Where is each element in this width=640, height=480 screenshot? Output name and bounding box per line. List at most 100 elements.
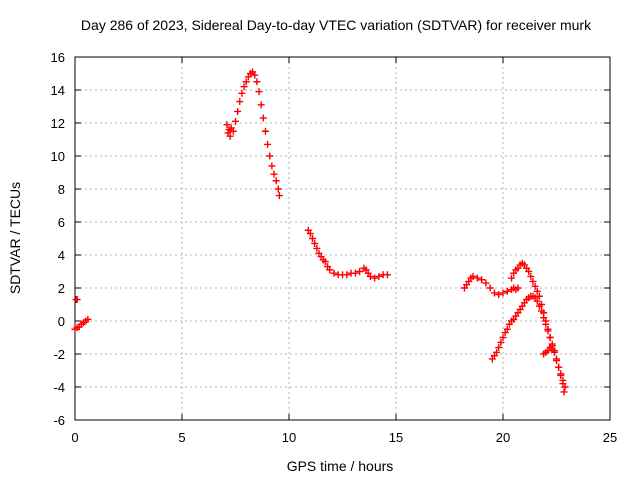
data-point xyxy=(544,327,552,335)
data-point xyxy=(257,101,265,109)
data-point xyxy=(531,282,539,290)
y-tick-label: 0 xyxy=(58,314,65,329)
data-point xyxy=(490,289,498,297)
data-point xyxy=(238,89,246,97)
data-point xyxy=(351,269,359,277)
data-point xyxy=(478,276,486,284)
data-point xyxy=(497,338,505,346)
data-point xyxy=(313,244,321,252)
data-point xyxy=(311,239,319,247)
y-tick-label: 8 xyxy=(58,182,65,197)
data-point xyxy=(499,334,507,341)
x-tick-label: 25 xyxy=(603,430,617,445)
data-point xyxy=(540,314,548,322)
data-point xyxy=(266,152,274,160)
data-point xyxy=(264,140,272,148)
data-point xyxy=(535,302,543,310)
data-points xyxy=(71,68,569,396)
x-tick-label: 0 xyxy=(71,430,78,445)
grid-lines xyxy=(75,57,610,420)
data-point xyxy=(557,370,565,378)
data-point xyxy=(270,170,278,178)
data-point xyxy=(242,78,250,86)
data-point xyxy=(366,272,374,280)
x-tick-label: 20 xyxy=(496,430,510,445)
data-point xyxy=(253,78,261,86)
data-point xyxy=(546,334,554,341)
y-tick-label: 10 xyxy=(51,149,65,164)
data-point xyxy=(495,291,503,299)
data-point xyxy=(274,185,282,193)
data-point xyxy=(232,117,239,125)
data-point xyxy=(234,107,242,115)
x-tick-label: 5 xyxy=(178,430,185,445)
data-point xyxy=(527,272,535,280)
y-tick-label: 12 xyxy=(51,116,65,131)
data-point xyxy=(499,289,507,297)
data-point xyxy=(529,277,537,285)
data-point xyxy=(343,271,351,279)
y-tick-label: -4 xyxy=(53,380,65,395)
data-point xyxy=(486,284,494,292)
y-tick-label: -6 xyxy=(53,413,65,428)
data-point xyxy=(226,132,234,140)
axis-ticks: 0 5 10 15 20 25 -6 -4 -2 0 2 4 6 8 10 12 14 16 xyxy=(51,50,618,445)
data-point xyxy=(259,114,267,122)
data-point xyxy=(251,71,259,79)
data-point xyxy=(473,274,481,282)
data-point xyxy=(514,284,522,292)
data-point xyxy=(495,343,503,351)
y-axis-label: SDTVAR / TECUs xyxy=(7,182,23,294)
y-tick-label: -2 xyxy=(53,347,65,362)
y-tick-label: 6 xyxy=(58,215,65,230)
data-point xyxy=(383,271,391,279)
data-point xyxy=(561,383,569,391)
data-point xyxy=(326,266,334,274)
data-point xyxy=(535,292,543,300)
data-point xyxy=(240,83,248,91)
data-point xyxy=(560,388,568,396)
y-tick-label: 2 xyxy=(58,281,65,296)
data-point xyxy=(559,376,567,384)
data-point xyxy=(255,88,263,96)
x-axis-label: GPS time / hours xyxy=(287,458,394,474)
plot-frame xyxy=(74,56,611,421)
data-point xyxy=(73,296,81,304)
data-point xyxy=(272,177,280,185)
data-point xyxy=(503,325,511,333)
data-point xyxy=(356,268,364,275)
data-point xyxy=(525,268,533,275)
data-point xyxy=(268,162,276,170)
x-tick-label: 10 xyxy=(282,430,296,445)
data-point xyxy=(469,272,477,280)
data-point xyxy=(508,274,516,282)
data-point xyxy=(533,287,541,295)
data-point xyxy=(503,287,511,295)
y-tick-label: 4 xyxy=(58,248,65,263)
data-point xyxy=(482,279,490,287)
data-point xyxy=(321,258,329,266)
data-point xyxy=(84,315,92,323)
y-tick-label: 16 xyxy=(51,50,65,65)
data-point xyxy=(493,348,501,356)
data-point xyxy=(533,297,541,305)
data-point xyxy=(275,192,283,200)
data-point xyxy=(371,274,379,282)
chart-title: Day 286 of 2023, Sidereal Day-to-day VTE… xyxy=(81,17,592,33)
data-point xyxy=(309,235,317,242)
data-point xyxy=(261,127,269,135)
data-point xyxy=(553,357,560,365)
data-point xyxy=(236,98,244,106)
data-point xyxy=(555,363,563,371)
data-point xyxy=(542,320,550,328)
data-point xyxy=(330,269,338,277)
data-point xyxy=(538,307,546,315)
data-point xyxy=(375,272,383,280)
data-point xyxy=(229,127,237,135)
data-point xyxy=(306,230,314,238)
data-point xyxy=(548,345,556,353)
y-tick-label: 14 xyxy=(51,83,65,98)
data-point xyxy=(223,121,231,129)
x-tick-label: 15 xyxy=(389,430,403,445)
